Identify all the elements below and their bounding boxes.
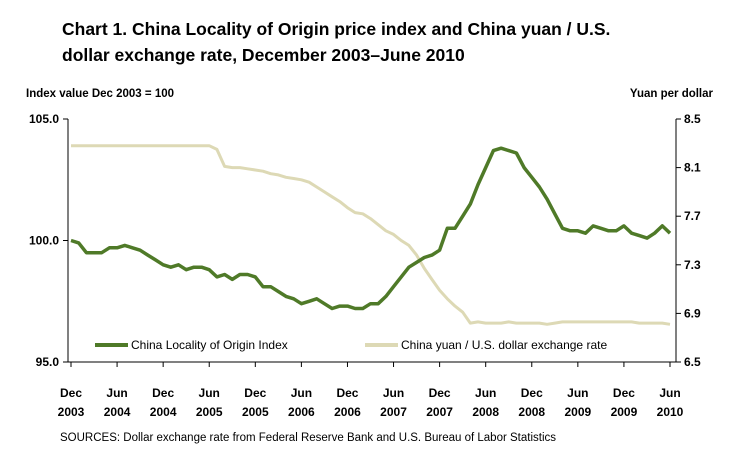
- x-tick-label-year: 2008: [518, 405, 545, 419]
- chart-title-line2: dollar exchange rate, December 2003–June…: [62, 45, 465, 65]
- x-tick-label-year: 2007: [426, 405, 453, 419]
- x-tick-label-month: Jun: [199, 386, 220, 400]
- x-tick-label-month: Jun: [291, 386, 312, 400]
- x-tick-label-month: Jun: [106, 386, 127, 400]
- x-tick-label-year: 2006: [334, 405, 361, 419]
- left-tick-label: 105.0: [29, 112, 59, 126]
- x-tick-label-year: 2005: [196, 405, 223, 419]
- x-tick-label-month: Jun: [567, 386, 588, 400]
- series-group: [70, 144, 672, 326]
- left-axis-title: Index value Dec 2003 = 100: [26, 88, 175, 100]
- x-tick-label-month: Jun: [659, 386, 680, 400]
- x-tick-label-year: 2010: [657, 405, 684, 419]
- axis-ticks: 105.0 100.0 95.0 8.5 8.1 7.7 7.3 6.9 6.5 Dec 2003 J…: [29, 112, 701, 419]
- x-tick-label-year: 2008: [472, 405, 499, 419]
- right-axis-title: Yuan per dollar: [629, 88, 713, 100]
- right-tick-label: 6.9: [684, 306, 701, 320]
- x-tick-label-month: Dec: [152, 386, 174, 400]
- x-tick-label-year: 2005: [242, 405, 269, 419]
- x-tick-label-month: Dec: [60, 386, 82, 400]
- x-tick-label-month: Jun: [383, 386, 404, 400]
- right-tick-label: 7.3: [684, 258, 701, 272]
- right-tick-label: 7.7: [684, 209, 701, 223]
- x-tick-label-year: 2003: [58, 405, 85, 419]
- x-tick-label-year: 2004: [150, 405, 177, 419]
- x-tick-label-year: 2004: [104, 405, 131, 419]
- source-note: SOURCES: Dollar exchange rate from Feder…: [60, 432, 557, 444]
- right-tick-label: 8.1: [684, 161, 701, 175]
- x-tick-label-month: Dec: [336, 386, 358, 400]
- x-tick-label-year: 2007: [380, 405, 407, 419]
- x-tick-label-year: 2009: [564, 405, 591, 419]
- x-tick-label-month: Dec: [244, 386, 266, 400]
- legend: China Locality of Origin Index China yua…: [95, 338, 607, 352]
- x-tick-label-year: 2009: [611, 405, 638, 419]
- left-tick-label: 95.0: [36, 355, 60, 369]
- left-tick-label: 100.0: [29, 234, 59, 248]
- x-tick-label-month: Dec: [521, 386, 543, 400]
- x-tick-label-year: 2006: [288, 405, 315, 419]
- x-tick-label-month: Dec: [429, 386, 451, 400]
- exchange-rate-series-line: [71, 144, 671, 326]
- x-tick-label-month: Dec: [613, 386, 635, 400]
- right-tick-label: 6.5: [684, 355, 701, 369]
- chart-title: Chart 1. China Locality of Origin price …: [62, 16, 702, 68]
- x-tick-label-month: Jun: [475, 386, 496, 400]
- chart-title-line1: Chart 1. China Locality of Origin price …: [62, 19, 611, 39]
- right-tick-label: 8.5: [684, 112, 701, 126]
- index-series-line: [70, 146, 672, 311]
- legend-label-index: China Locality of Origin Index: [131, 338, 288, 352]
- legend-label-exchange: China yuan / U.S. dollar exchange rate: [401, 338, 607, 352]
